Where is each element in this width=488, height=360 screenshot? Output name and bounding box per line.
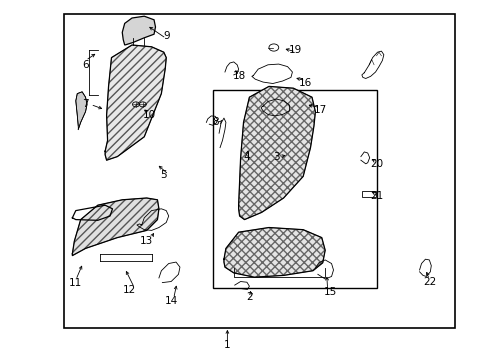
- Text: 17: 17: [313, 105, 326, 115]
- Text: 16: 16: [298, 78, 312, 88]
- Polygon shape: [72, 198, 159, 256]
- Text: 7: 7: [82, 99, 89, 109]
- Text: 15: 15: [323, 287, 336, 297]
- Text: 6: 6: [82, 60, 89, 70]
- Polygon shape: [122, 16, 155, 45]
- Text: 8: 8: [211, 117, 218, 127]
- Bar: [361, 191, 375, 197]
- Text: 19: 19: [288, 45, 302, 55]
- Text: 2: 2: [245, 292, 252, 302]
- Polygon shape: [76, 92, 87, 130]
- Text: 22: 22: [423, 276, 436, 287]
- Text: 13: 13: [140, 236, 153, 246]
- Bar: [212, 90, 376, 288]
- Text: 4: 4: [243, 152, 250, 162]
- Polygon shape: [224, 228, 325, 277]
- Polygon shape: [105, 45, 166, 160]
- Text: 10: 10: [142, 110, 155, 120]
- Text: 12: 12: [122, 285, 136, 295]
- Bar: [63, 14, 454, 328]
- Text: 20: 20: [369, 159, 382, 169]
- Text: 9: 9: [163, 31, 169, 41]
- Text: 1: 1: [224, 340, 230, 350]
- Text: 14: 14: [164, 296, 178, 306]
- Text: 3: 3: [272, 152, 279, 162]
- Text: 21: 21: [369, 191, 383, 201]
- Text: 11: 11: [69, 278, 82, 288]
- Text: 18: 18: [232, 71, 246, 81]
- Polygon shape: [238, 86, 315, 220]
- Text: 5: 5: [160, 170, 167, 180]
